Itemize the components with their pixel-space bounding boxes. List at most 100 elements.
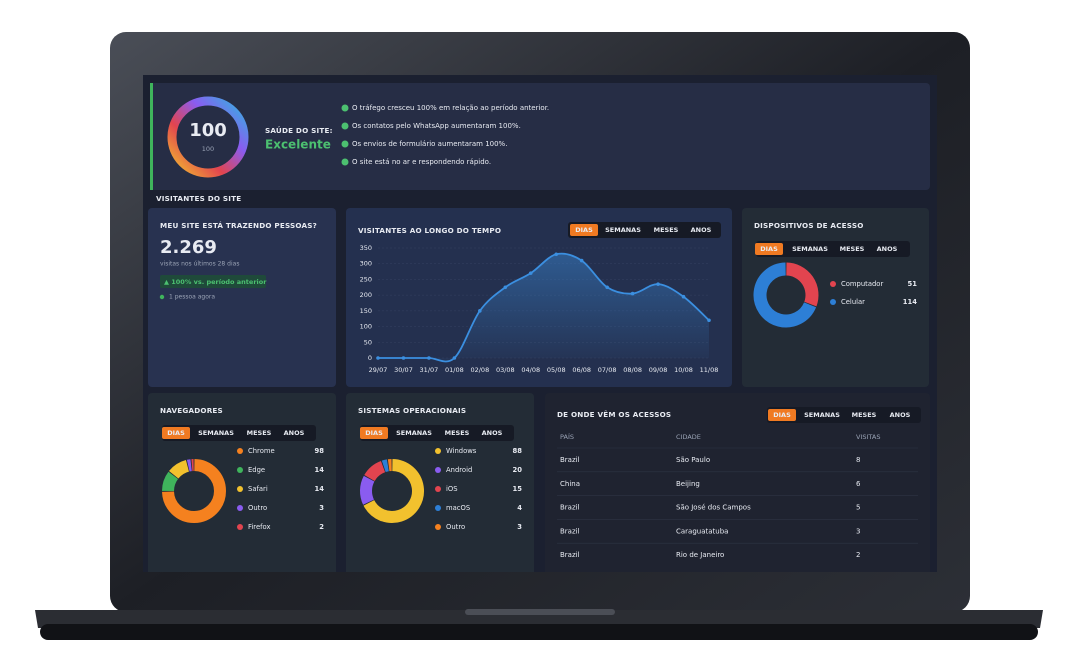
- donut-segment: [364, 460, 386, 482]
- chart-title: DISPOSITIVOS DE ACESSO: [754, 221, 864, 230]
- chart-title: NAVEGADORES: [160, 406, 223, 415]
- tab-active: [360, 427, 388, 439]
- legend-swatch: [435, 505, 441, 511]
- change-badge: [160, 275, 266, 288]
- point: [605, 285, 609, 290]
- legend-swatch: [237, 467, 243, 473]
- health-message: O tráfego cresceu 100% em relação ao per…: [352, 104, 549, 112]
- message-dot: [341, 158, 349, 166]
- summary-total: 2.269: [160, 237, 217, 258]
- tab[interactable]: DIAS: [773, 411, 791, 419]
- legend-value: 14: [315, 485, 325, 493]
- tab-bar: [756, 241, 910, 257]
- legend-label: Safari: [248, 485, 268, 493]
- x-tick-label: 05/08: [547, 366, 566, 374]
- legend-value: 3: [517, 523, 522, 531]
- message-dot: [341, 122, 349, 130]
- point: [630, 291, 635, 296]
- x-tick-label: 10/08: [674, 366, 693, 374]
- tab[interactable]: DIAS: [365, 429, 383, 437]
- legend-swatch: [830, 299, 836, 305]
- y-tick-label: 350: [360, 244, 372, 252]
- legend-label: macOS: [446, 504, 470, 512]
- legend-value: 114: [903, 298, 917, 306]
- tab[interactable]: ANOS: [890, 411, 911, 419]
- donut-segment: [162, 471, 179, 492]
- tab[interactable]: MESES: [852, 411, 877, 419]
- point: [656, 282, 660, 286]
- tab[interactable]: ANOS: [284, 429, 305, 437]
- tab[interactable]: DIAS: [167, 429, 185, 437]
- donut-segment: [162, 459, 226, 523]
- table-header: PAÍS: [560, 432, 574, 441]
- tab[interactable]: SEMANAS: [396, 429, 432, 437]
- legend-swatch: [237, 524, 243, 530]
- tab-bar: [767, 407, 921, 423]
- table-header: CIDADE: [676, 433, 701, 441]
- legend-label: Windows: [446, 447, 477, 455]
- table-cell: 5: [856, 504, 860, 512]
- x-tick-label: 30/07: [394, 366, 413, 374]
- table-cell: Beijing: [676, 480, 700, 488]
- tab[interactable]: DIAS: [575, 226, 593, 234]
- tab[interactable]: SEMANAS: [792, 245, 828, 253]
- x-tick-label: 31/07: [420, 366, 439, 374]
- health-score: 100: [189, 120, 227, 141]
- legend-swatch: [435, 524, 441, 530]
- table-cell: 8: [856, 456, 860, 464]
- tab-active: [755, 243, 783, 255]
- tab[interactable]: MESES: [840, 245, 865, 253]
- chart-title: SISTEMAS OPERACIONAIS: [358, 406, 466, 415]
- health-accent: [150, 83, 153, 190]
- area: [378, 253, 709, 362]
- legend-value: 4: [517, 504, 522, 512]
- table-cell: Brazil: [560, 456, 580, 464]
- y-tick-label: 300: [360, 260, 372, 268]
- tab[interactable]: DIAS: [760, 245, 778, 253]
- message-dot: [341, 140, 349, 148]
- legend-label: Firefox: [248, 523, 271, 531]
- table-cell: Brazil: [560, 527, 580, 535]
- legend-swatch: [830, 281, 836, 287]
- os-card: [346, 393, 534, 572]
- point: [707, 318, 711, 323]
- legend-value: 14: [315, 466, 325, 474]
- devices-card: [742, 208, 929, 387]
- donut-segment: [753, 262, 817, 328]
- point: [427, 356, 431, 360]
- health-max: 100: [202, 145, 214, 153]
- point: [579, 258, 584, 263]
- table-cell: 2: [856, 551, 860, 559]
- donut-segment: [785, 262, 819, 307]
- chart-title: VISITANTES AO LONGO DO TEMPO: [358, 226, 501, 235]
- y-tick-label: 50: [364, 338, 372, 346]
- tab[interactable]: ANOS: [877, 245, 898, 253]
- legend-label: Android: [446, 466, 472, 474]
- health-status: Excelente: [265, 138, 331, 152]
- y-tick-label: 250: [360, 275, 372, 283]
- legend-label: Computador: [841, 280, 883, 288]
- x-tick-label: 09/08: [649, 366, 668, 374]
- legend-value: 3: [319, 504, 324, 512]
- tab[interactable]: MESES: [654, 226, 679, 234]
- tab[interactable]: ANOS: [482, 429, 503, 437]
- health-card: [150, 83, 930, 190]
- x-tick-label: 29/07: [369, 366, 388, 374]
- tab[interactable]: ANOS: [691, 226, 712, 234]
- y-tick-label: 100: [360, 323, 372, 331]
- tab[interactable]: SEMANAS: [605, 226, 641, 234]
- tab[interactable]: SEMANAS: [198, 429, 234, 437]
- legend-label: Chrome: [248, 447, 275, 455]
- tab[interactable]: MESES: [247, 429, 272, 437]
- point: [503, 285, 508, 290]
- table-card: [545, 393, 930, 572]
- table-cell: Brazil: [560, 551, 580, 559]
- tab[interactable]: MESES: [445, 429, 470, 437]
- legend-label: Edge: [248, 466, 265, 474]
- tab-bar: [162, 425, 316, 441]
- legend-swatch: [237, 448, 243, 454]
- table-title: DE ONDE VÊM OS ACESSOS: [557, 410, 671, 419]
- table-cell: Brazil: [560, 504, 580, 512]
- tab[interactable]: SEMANAS: [804, 411, 840, 419]
